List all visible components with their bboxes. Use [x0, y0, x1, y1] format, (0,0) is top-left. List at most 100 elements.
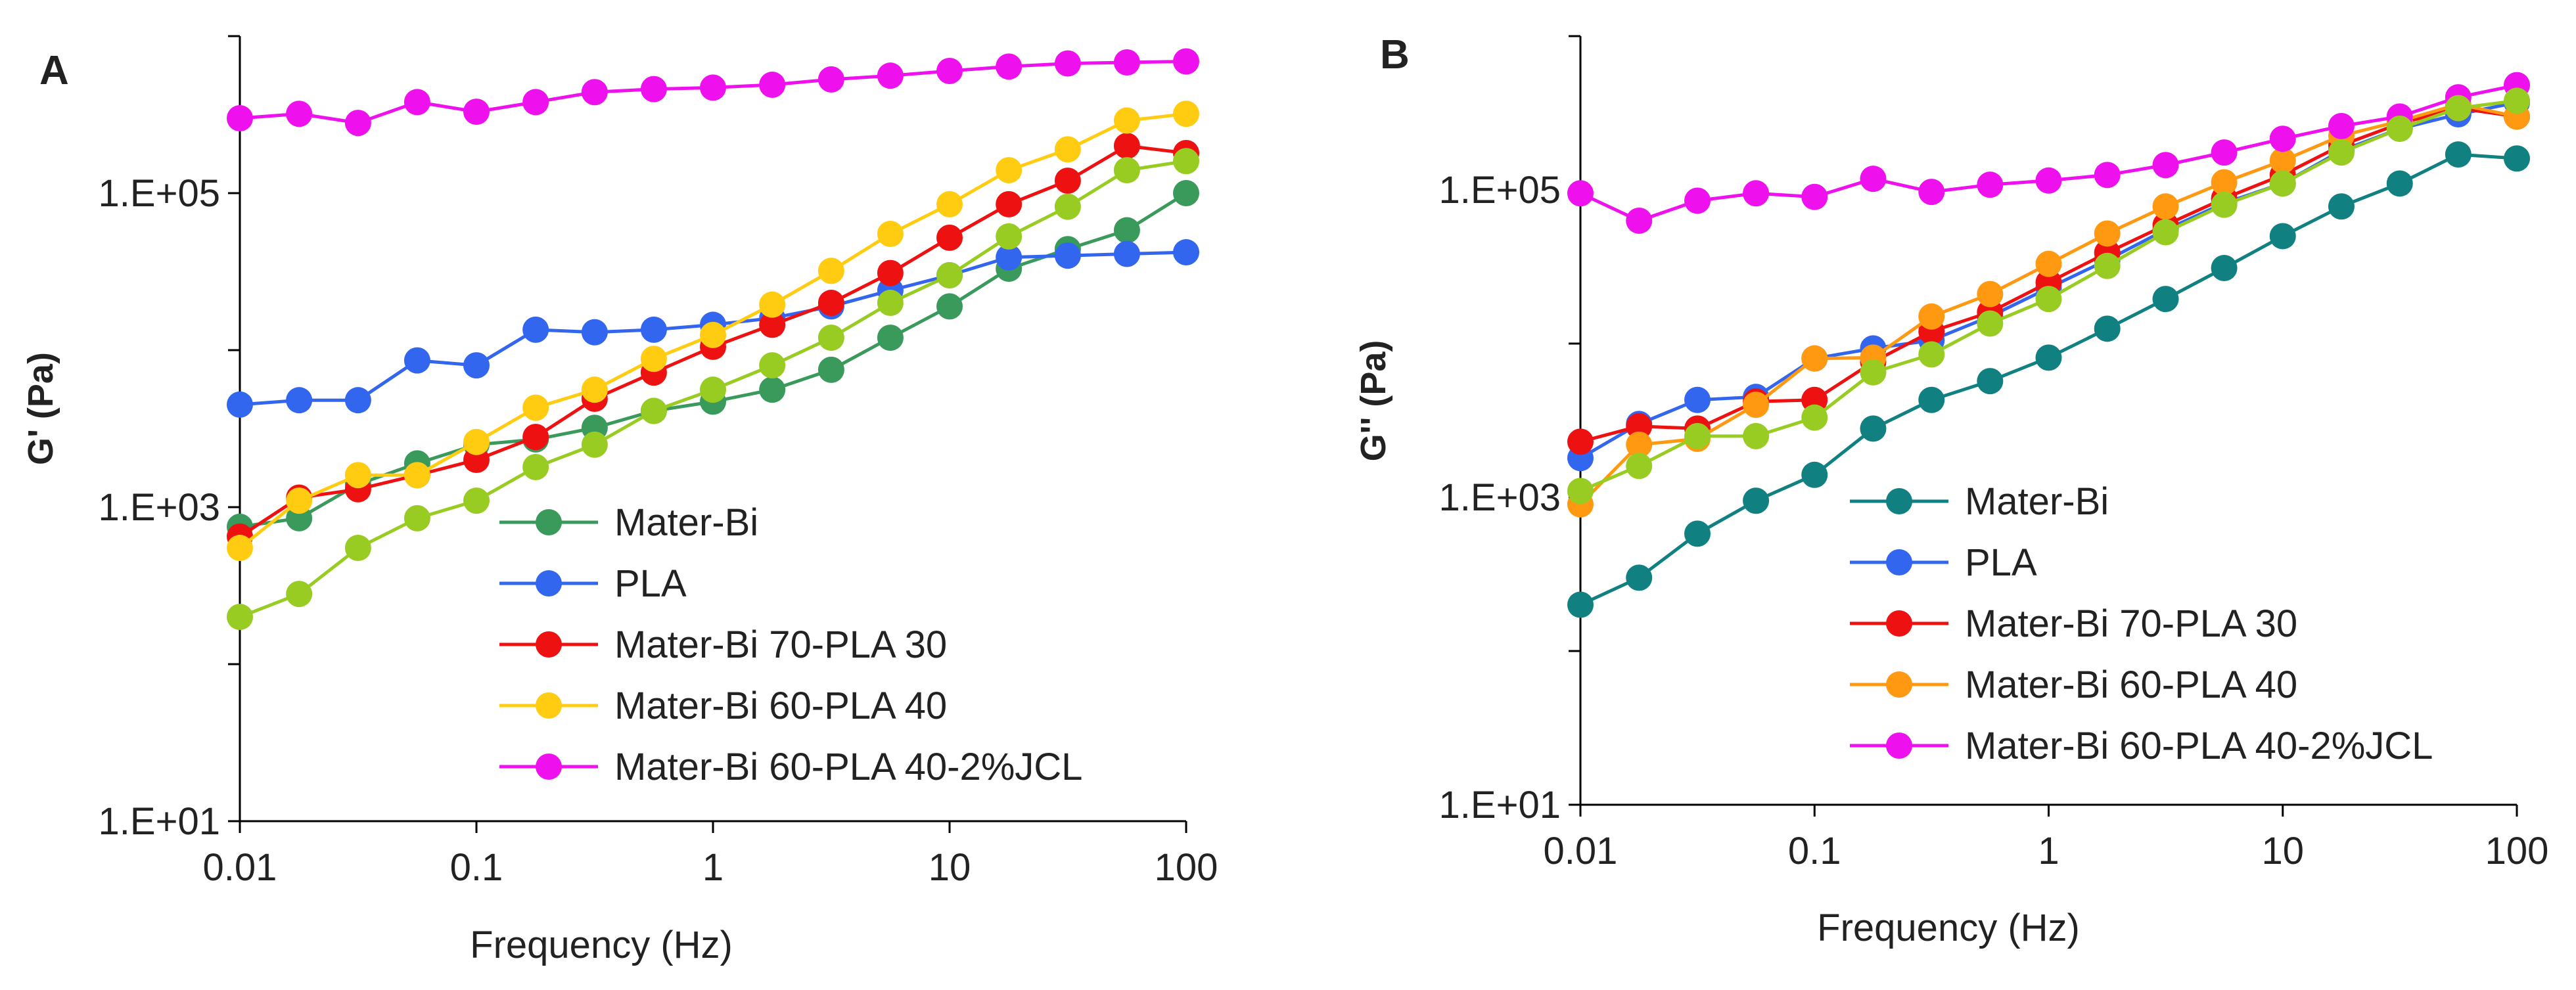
data-point: [759, 72, 786, 99]
data-point: [463, 428, 490, 455]
data-point: [640, 346, 667, 372]
panel-b-x-tick-label: 100: [2485, 830, 2549, 872]
chart-panel-b: B G'' (Pa) Frequency (Hz) 1.E+01 1.E+03 1.…: [1354, 32, 2548, 949]
data-point: [1918, 303, 1945, 330]
data-point: [2328, 193, 2355, 220]
data-point: [1860, 166, 1887, 192]
data-point: [344, 110, 371, 137]
panel-b-y-tick-label: 1.E+05: [1439, 169, 1561, 212]
data-point: [640, 397, 667, 424]
data-point: [2386, 170, 2413, 197]
data-point: [2035, 286, 2062, 313]
data-point: [700, 321, 726, 348]
data-point: [2269, 147, 2296, 174]
legend-label: Mater-Bi 60-PLA 40: [614, 685, 947, 727]
data-point: [1113, 49, 1140, 76]
data-point: [2152, 152, 2179, 179]
data-point: [996, 157, 1023, 184]
data-point: [286, 487, 313, 514]
data-point: [2504, 145, 2530, 172]
data-point: [877, 221, 904, 248]
data-point: [877, 259, 904, 286]
data-point: [581, 319, 608, 346]
legend-swatch-marker: [1886, 549, 1912, 575]
data-point: [1173, 180, 1199, 206]
data-point: [877, 325, 904, 351]
data-point: [286, 581, 313, 608]
data-point: [403, 505, 430, 531]
data-point: [463, 487, 490, 514]
panel-a-x-tick-label: 100: [1155, 846, 1218, 889]
data-point: [936, 261, 963, 288]
legend-label: PLA: [1965, 541, 2037, 584]
data-point: [700, 74, 726, 101]
data-point: [1113, 133, 1140, 160]
data-point: [522, 316, 549, 343]
data-point: [2504, 87, 2530, 114]
data-point: [463, 99, 490, 125]
data-point: [1626, 207, 1653, 234]
data-point: [1567, 478, 1594, 505]
data-point: [403, 89, 430, 116]
data-point: [227, 535, 253, 562]
data-point: [817, 290, 844, 317]
data-point: [1977, 310, 2004, 337]
data-point: [1173, 101, 1199, 127]
data-point: [227, 604, 253, 631]
legend-swatch-marker: [1886, 610, 1912, 637]
panel-a-y-tick-label: 1.E+01: [99, 800, 220, 843]
data-point: [1860, 415, 1887, 442]
legend-label: Mater-Bi 70-PLA 30: [614, 623, 947, 666]
data-point: [286, 387, 313, 414]
data-point: [1173, 239, 1199, 266]
data-point: [2152, 193, 2179, 220]
data-point: [522, 453, 549, 480]
panel-b-letter: B: [1380, 32, 1410, 78]
data-point: [936, 224, 963, 251]
data-point: [996, 223, 1023, 250]
data-point: [936, 293, 963, 320]
data-point: [759, 352, 786, 379]
data-point: [1054, 50, 1081, 77]
data-point: [759, 311, 786, 338]
data-point: [817, 356, 844, 383]
panel-b-series-5: [1567, 87, 2530, 505]
data-point: [1054, 168, 1081, 194]
data-point: [996, 244, 1023, 271]
panel-b-series-0: [1567, 141, 2530, 618]
data-point: [2094, 315, 2121, 342]
panel-a-x-tick-label: 10: [929, 846, 971, 889]
data-point: [1743, 180, 1770, 207]
panel-a-x-tick-label: 1: [702, 846, 724, 889]
legend-label: Mater-Bi 60-PLA 40: [1965, 664, 2297, 706]
data-point: [1113, 107, 1140, 134]
data-point: [1626, 431, 1653, 458]
legend-swatch-marker: [1886, 732, 1912, 759]
data-point: [344, 535, 371, 562]
panel-b-x-tick-label: 1: [2038, 830, 2059, 872]
data-point: [2386, 115, 2413, 142]
legend-label: PLA: [614, 562, 687, 605]
data-point: [2269, 223, 2296, 250]
data-point: [522, 89, 549, 116]
panel-a-series-5: [227, 148, 1199, 631]
data-point: [1054, 136, 1081, 163]
data-point: [1113, 240, 1140, 267]
legend-swatch-marker: [1886, 488, 1912, 514]
data-point: [1684, 520, 1711, 547]
data-point: [1977, 281, 2004, 307]
data-point: [1626, 413, 1653, 439]
data-point: [817, 258, 844, 284]
panel-a-x-tick-label: 0.01: [203, 846, 277, 889]
data-point: [2035, 167, 2062, 194]
data-point: [877, 62, 904, 89]
data-point: [1567, 180, 1594, 207]
data-point: [227, 391, 253, 418]
data-point: [700, 376, 726, 403]
data-point: [996, 53, 1023, 80]
data-point: [936, 58, 963, 85]
data-point: [996, 191, 1023, 217]
data-point: [581, 431, 608, 458]
data-point: [403, 347, 430, 374]
legend-label: Mater-Bi 70-PLA 30: [1965, 602, 2297, 645]
